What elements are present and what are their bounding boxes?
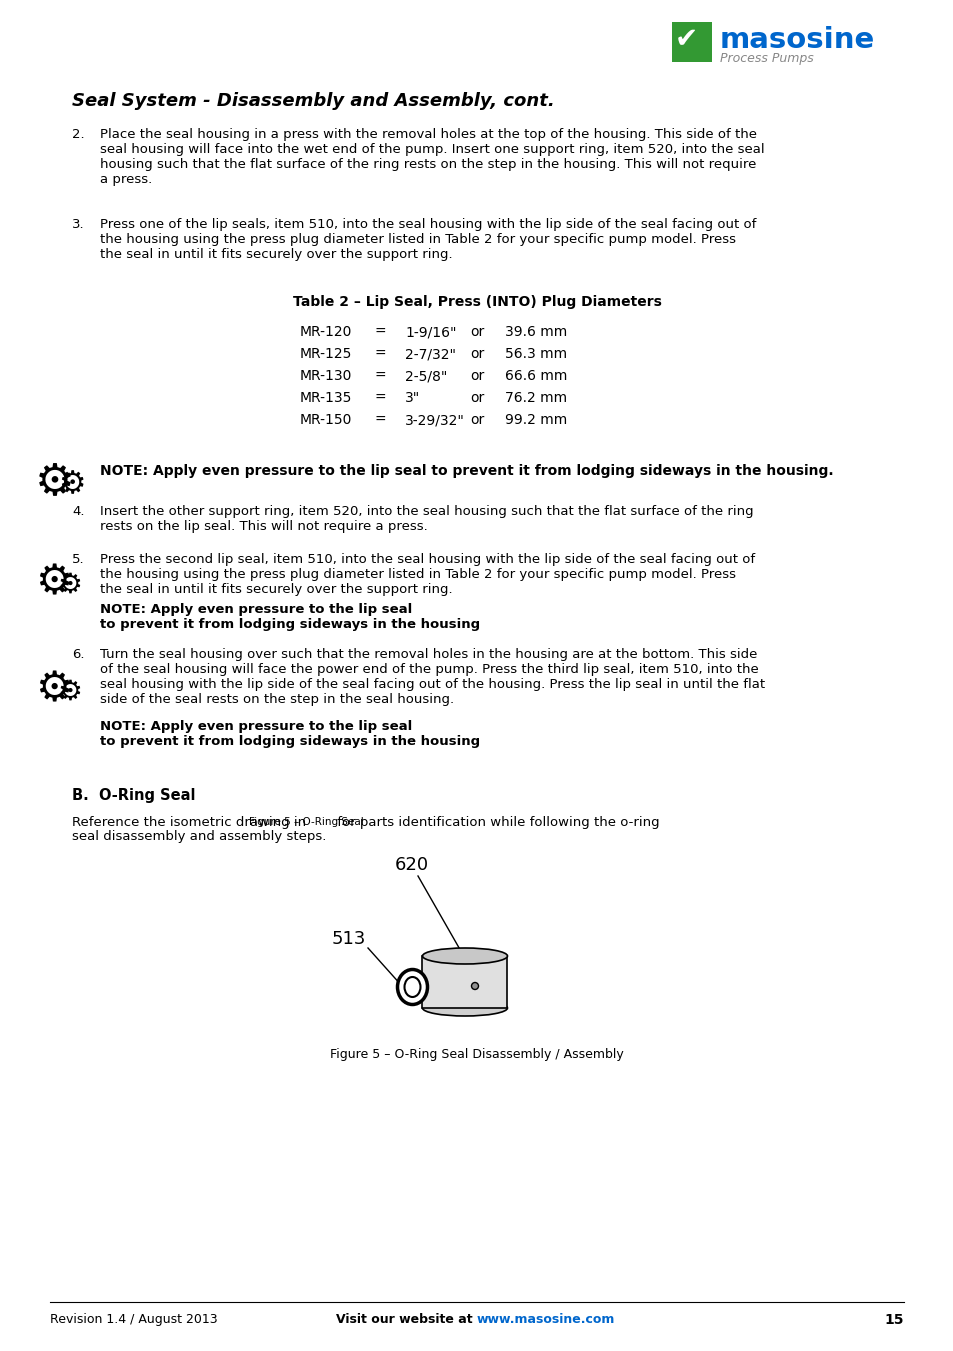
Text: 4.: 4. [71,505,85,517]
Text: 56.3 mm: 56.3 mm [504,347,566,361]
Text: =: = [375,413,386,427]
Text: 1-9/16": 1-9/16" [405,326,456,339]
Text: NOTE: Apply even pressure to the lip seal
to prevent it from lodging sideways in: NOTE: Apply even pressure to the lip sea… [100,720,479,748]
Text: or: or [470,369,484,382]
Text: Turn the seal housing over such that the removal holes in the housing are at the: Turn the seal housing over such that the… [100,648,764,707]
Text: 3-29/32": 3-29/32" [405,413,464,427]
Text: Place the seal housing in a press with the removal holes at the top of the housi: Place the seal housing in a press with t… [100,128,763,186]
Text: ✔: ✔ [675,26,698,53]
Text: ⚙: ⚙ [58,470,85,499]
Text: =: = [375,390,386,405]
Text: masosine: masosine [720,26,874,54]
FancyBboxPatch shape [422,957,507,1008]
Text: Process Pumps: Process Pumps [720,51,813,65]
Text: or: or [470,347,484,361]
Text: ⚙: ⚙ [57,678,82,707]
Ellipse shape [422,1000,507,1016]
Text: NOTE: Apply even pressure to the lip seal
to prevent it from lodging sideways in: NOTE: Apply even pressure to the lip sea… [100,603,479,631]
Text: Figure 5 – O-Ring Seal Disassembly / Assembly: Figure 5 – O-Ring Seal Disassembly / Ass… [330,1048,623,1061]
Text: Press one of the lip seals, item 510, into the seal housing with the lip side of: Press one of the lip seals, item 510, in… [100,218,756,261]
Text: Reference the isometric drawing in: Reference the isometric drawing in [71,816,310,830]
Text: 2.: 2. [71,128,85,141]
Text: 2-7/32": 2-7/32" [405,347,456,361]
Text: Seal System - Disassembly and Assembly, cont.: Seal System - Disassembly and Assembly, … [71,92,554,109]
Text: for parts identification while following the o-ring: for parts identification while following… [334,816,659,830]
Text: or: or [470,326,484,339]
Text: MR-120: MR-120 [299,326,352,339]
Text: ⚙: ⚙ [35,561,72,603]
Text: Press the second lip seal, item 510, into the seal housing with the lip side of : Press the second lip seal, item 510, int… [100,553,755,596]
Text: Figure 5 – O-Ring Seal: Figure 5 – O-Ring Seal [249,817,363,827]
Text: ⚙: ⚙ [57,571,82,598]
Ellipse shape [422,948,507,965]
Text: MR-125: MR-125 [299,347,352,361]
Text: B.  O-Ring Seal: B. O-Ring Seal [71,788,195,802]
Text: 39.6 mm: 39.6 mm [504,326,567,339]
Text: Table 2 – Lip Seal, Press (INTO) Plug Diameters: Table 2 – Lip Seal, Press (INTO) Plug Di… [293,295,660,309]
Text: 513: 513 [332,929,366,948]
Text: 3": 3" [405,390,420,405]
Text: Insert the other support ring, item 520, into the seal housing such that the fla: Insert the other support ring, item 520,… [100,505,753,534]
Text: Revision 1.4 / August 2013: Revision 1.4 / August 2013 [50,1313,217,1325]
Ellipse shape [404,977,420,997]
Text: =: = [375,326,386,339]
Text: =: = [375,347,386,361]
Ellipse shape [471,982,478,989]
Text: www.masosine.com: www.masosine.com [476,1313,615,1325]
Text: MR-150: MR-150 [299,413,352,427]
Text: 620: 620 [395,857,429,874]
Text: 3.: 3. [71,218,85,231]
Text: 5.: 5. [71,553,85,566]
Text: seal disassembly and assembly steps.: seal disassembly and assembly steps. [71,830,326,843]
Ellipse shape [397,970,427,1005]
Text: MR-135: MR-135 [299,390,352,405]
Text: or: or [470,413,484,427]
Text: 15: 15 [883,1313,903,1327]
Text: ⚙: ⚙ [35,667,72,711]
FancyBboxPatch shape [671,22,711,62]
Text: 99.2 mm: 99.2 mm [504,413,567,427]
Text: Visit our website at: Visit our website at [335,1313,476,1325]
Text: MR-130: MR-130 [299,369,352,382]
Text: ⚙: ⚙ [35,459,74,503]
Text: 6.: 6. [71,648,85,661]
Text: 76.2 mm: 76.2 mm [504,390,566,405]
Text: 2-5/8": 2-5/8" [405,369,447,382]
Text: 66.6 mm: 66.6 mm [504,369,567,382]
Text: NOTE: Apply even pressure to the lip seal to prevent it from lodging sideways in: NOTE: Apply even pressure to the lip sea… [100,463,833,478]
Text: or: or [470,390,484,405]
Text: =: = [375,369,386,382]
